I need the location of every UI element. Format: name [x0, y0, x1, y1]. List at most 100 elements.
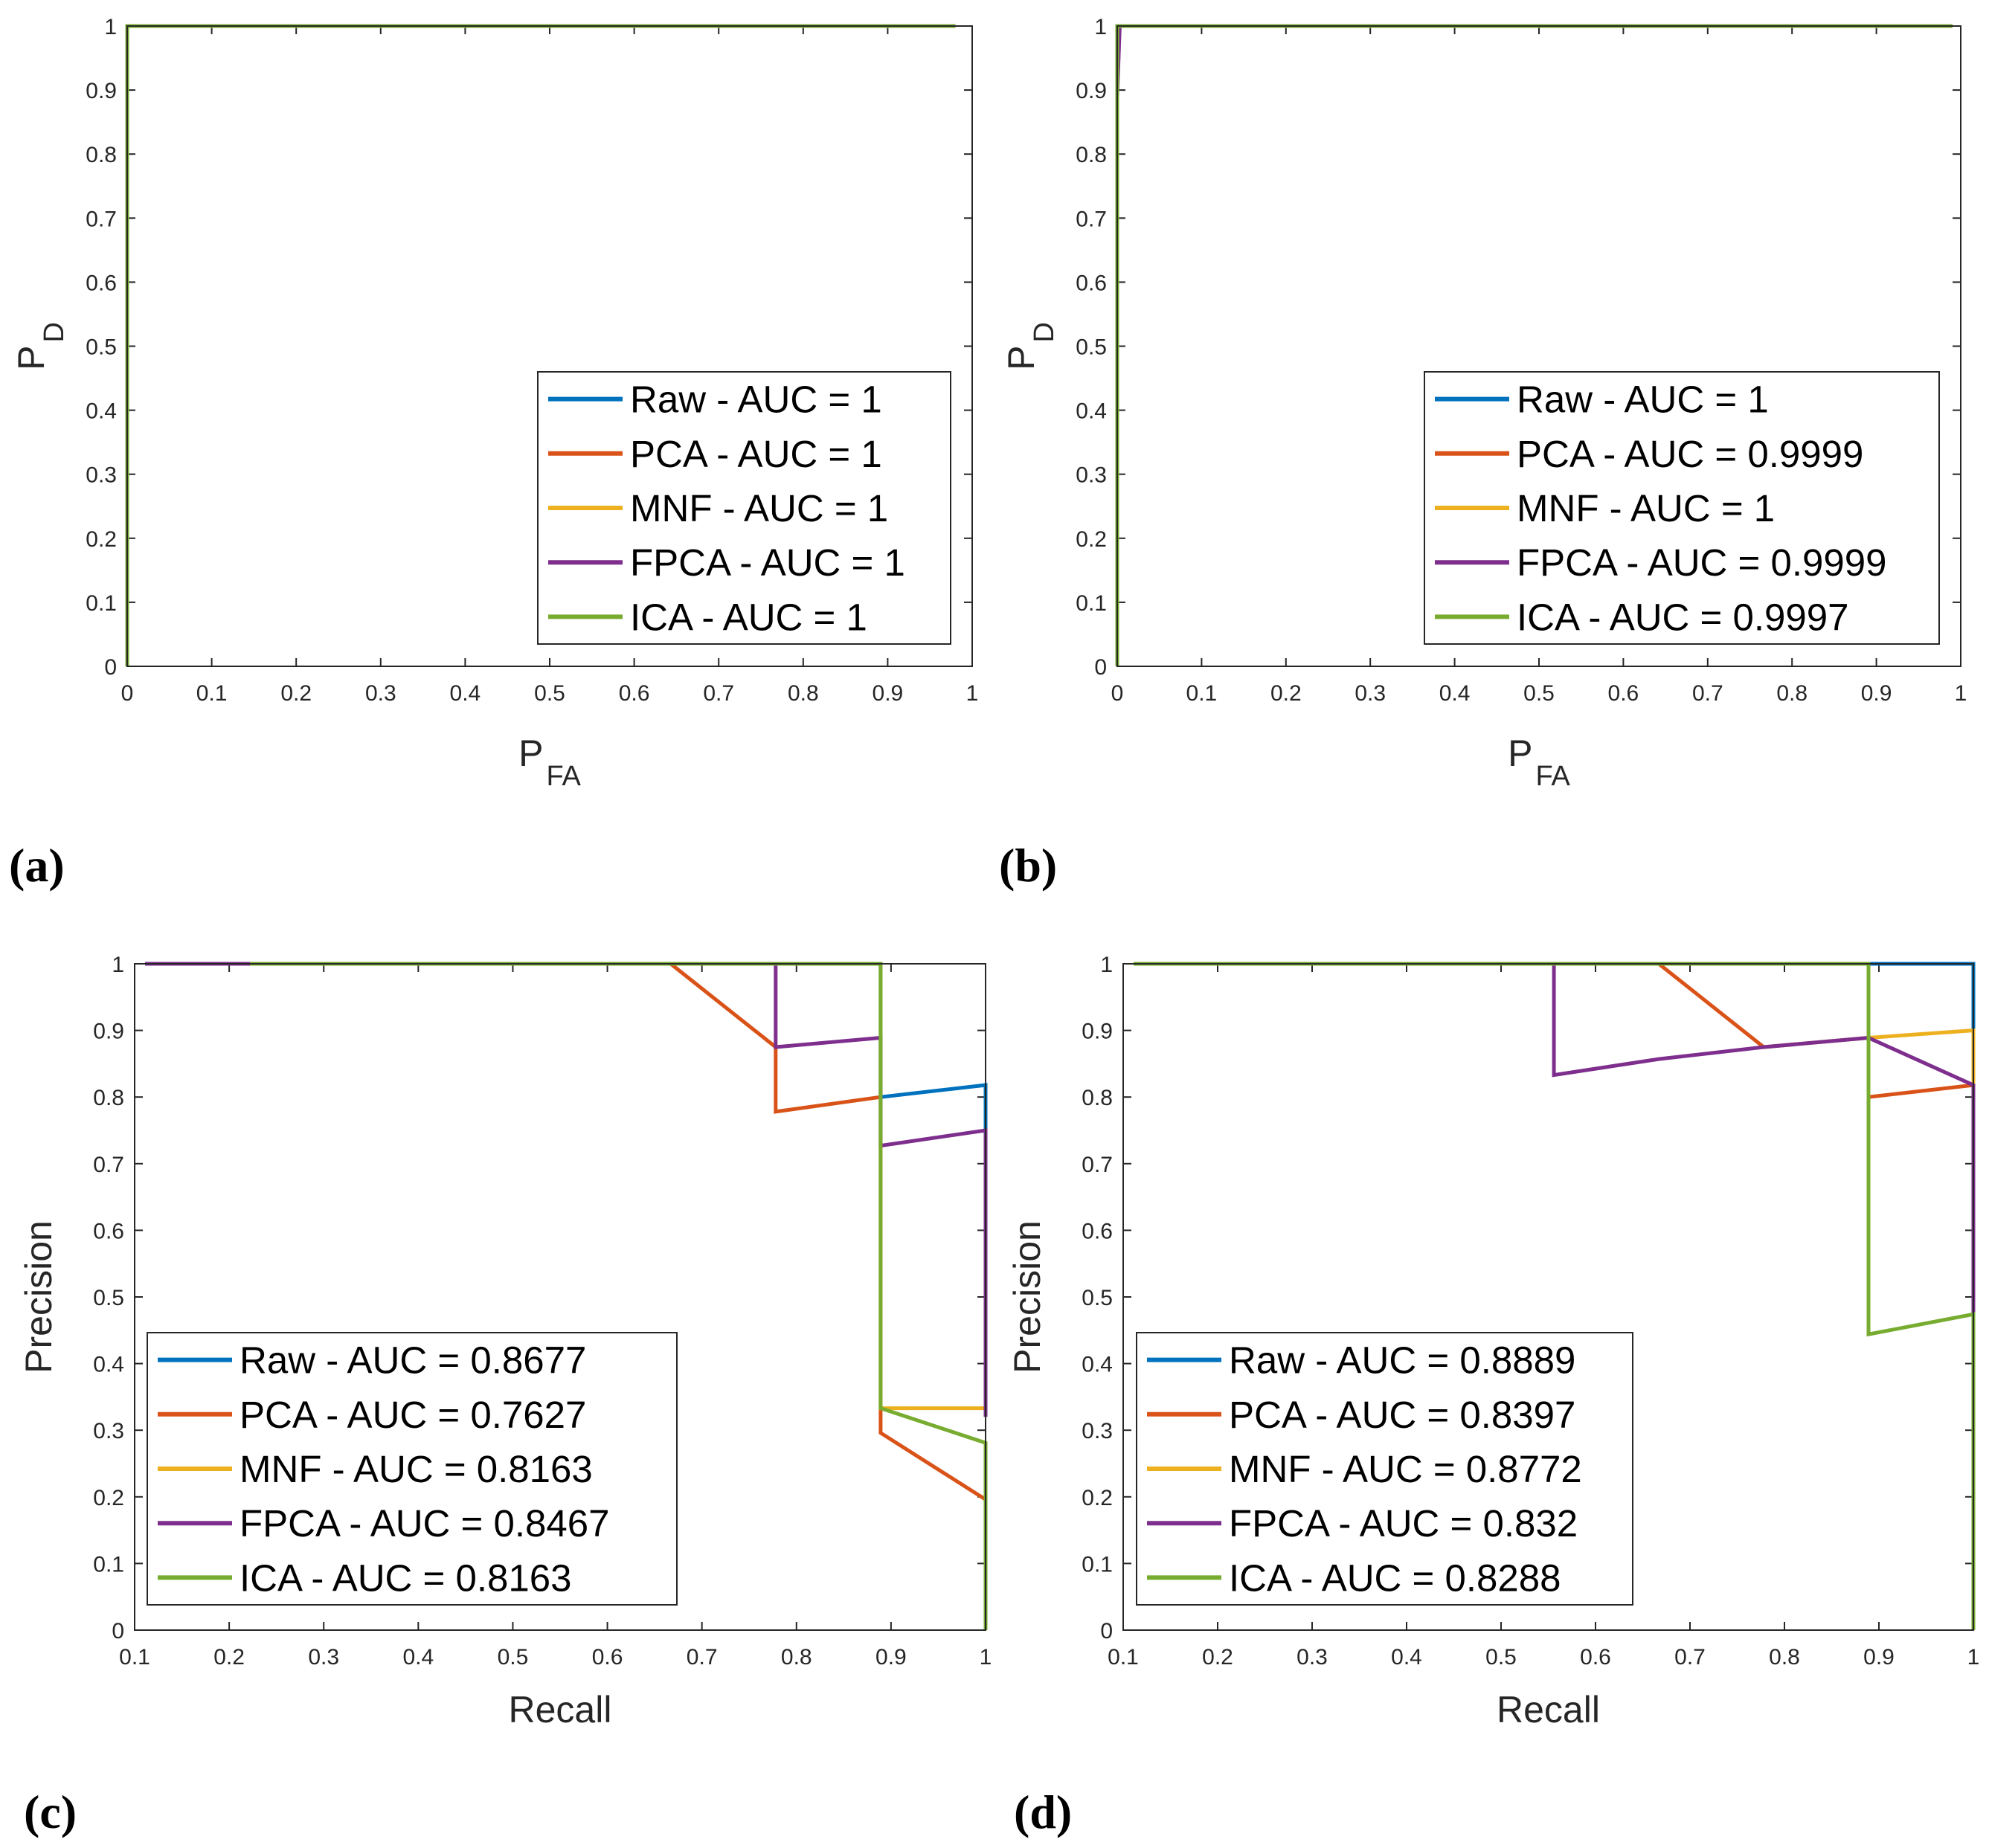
- x-tick-label: 0.5: [498, 1645, 529, 1670]
- y-tick-label: 0.2: [1076, 527, 1107, 552]
- x-tick-label: 1: [966, 681, 979, 706]
- legend-entry-ica: ICA - AUC = 0.8288: [1229, 1556, 1561, 1599]
- chart-panel-2: 0 0.1 0.2 0.3 0.4 0.5 0.6 0.7 0.8 0.9 1 0 0.1 0.2 0.3 0…: [999, 15, 1967, 892]
- x-tick-label: 0.5: [1485, 1645, 1517, 1670]
- legend-entry-mnf: MNF - AUC = 0.8772: [1229, 1448, 1582, 1490]
- y-tick-label: 0.1: [1076, 591, 1107, 616]
- x-tick-label: 0.4: [1439, 681, 1471, 706]
- chart-panel-3: 0.1 0.2 0.3 0.4 0.5 0.6 0.7 0.8 0.9 100.10.20.30.…: [18, 953, 992, 1838]
- legend-box: [1424, 371, 1940, 645]
- panel-label: (c): [24, 1786, 77, 1838]
- x-axis-label: PFA: [1508, 733, 1570, 792]
- x-tick-label: 0.8: [788, 681, 819, 706]
- x-tick-label: 0.6: [619, 681, 650, 706]
- y-tick-label: 0.6: [1082, 1219, 1113, 1243]
- chart-panel-1: 0 0.1 0.2 0.3 0.4 0.5 0.6 0.7 0.8 0.9 1 0 0.1 0.2 0.3 0…: [9, 15, 978, 892]
- y-tick-label: 0.4: [86, 399, 117, 424]
- y-tick-label: 0.7: [1076, 207, 1107, 231]
- x-axis-label: Recall: [509, 1689, 612, 1731]
- x-tick-label: 0.5: [534, 681, 565, 706]
- x-tick-label: 0.8: [1776, 681, 1808, 706]
- x-axis-label: Recall: [1497, 1689, 1600, 1731]
- y-axis-label: Precision: [1006, 1220, 1048, 1374]
- y-tick-label: 0.7: [1082, 1153, 1113, 1177]
- y-tick-label: 0.5: [86, 335, 117, 360]
- x-tick-label: 0.5: [1523, 681, 1555, 706]
- axes-frame: [1122, 963, 1974, 1631]
- legend-entry-fpca: FPCA - AUC = 0.832: [1229, 1502, 1578, 1545]
- y-axis-label: PD: [10, 322, 70, 370]
- y-tick-label: 0.1: [1082, 1552, 1113, 1577]
- y-tick-label: 0.9: [1076, 79, 1107, 103]
- legend: Raw - AUC = 1 PCA - AUC = 0.9999 MNF - AUC…: [1424, 371, 1940, 645]
- y-tick-label: 0.9: [93, 1020, 124, 1044]
- x-tick-label: 0: [1111, 681, 1124, 706]
- legend-entry-ica: ICA - AUC = 1: [630, 596, 867, 638]
- legend-entry-mnf: MNF - AUC = 0.8163: [240, 1448, 593, 1490]
- x-axis-label: PFA: [518, 733, 581, 792]
- x-tick-label: 0.9: [1863, 1645, 1895, 1670]
- x-tick-label: 0.3: [365, 681, 396, 706]
- y-tick-label: 0: [1100, 1619, 1113, 1643]
- legend-entry-pca: PCA - AUC = 0.8397: [1229, 1394, 1575, 1436]
- x-tick-label: 0.2: [1202, 1645, 1233, 1670]
- legend: Raw - AUC = 0.8677 PCA - AUC = 0.7627 MNF …: [147, 1332, 678, 1606]
- legend: Raw - AUC = 0.8889 PCA - AUC = 0.8397 MNF …: [1136, 1332, 1633, 1606]
- x-tick-label: 0.7: [687, 1645, 718, 1670]
- y-tick-label: 0.8: [1076, 143, 1107, 167]
- legend-entry-raw: Raw - AUC = 1: [630, 379, 882, 421]
- y-tick-label: 0.5: [93, 1286, 124, 1310]
- legend-entry-fpca: FPCA - AUC = 0.9999: [1517, 541, 1887, 584]
- legend-entry-ica: ICA - AUC = 0.9997: [1517, 596, 1849, 638]
- x-tick-label: 1: [1967, 1645, 1980, 1670]
- y-tick-label: 0.9: [86, 79, 117, 103]
- x-tick-label: 0.8: [1769, 1645, 1800, 1670]
- x-tick-label: 0.3: [308, 1645, 339, 1670]
- y-tick-label: 0.1: [93, 1552, 124, 1577]
- x-tick-label: 0.9: [875, 1645, 907, 1670]
- legend: Raw - AUC = 1 PCA - AUC = 1 MNF - AUC = 1 F…: [537, 371, 951, 645]
- y-tick-label: 0.6: [1076, 271, 1107, 295]
- legend-entry-fpca: FPCA - AUC = 1: [630, 541, 905, 584]
- y-tick-label: 0.1: [86, 591, 117, 616]
- x-tick-label: 0.6: [1608, 681, 1639, 706]
- y-tick-label: 0.4: [93, 1353, 124, 1377]
- y-axis-label: PD: [1000, 322, 1060, 370]
- y-tick-label: 0.3: [1076, 463, 1107, 488]
- y-tick-label: 0.7: [93, 1153, 124, 1177]
- y-tick-label: 0.7: [86, 207, 117, 231]
- x-tick-label: 0.3: [1296, 1645, 1328, 1670]
- y-tick-label: 0.9: [1082, 1020, 1113, 1044]
- y-tick-label: 1: [112, 953, 124, 977]
- x-tick-label: 0: [121, 681, 134, 706]
- x-tick-label: 0.1: [119, 1645, 150, 1670]
- legend-entry-mnf: MNF - AUC = 1: [1517, 487, 1775, 529]
- y-tick-label: 0.6: [93, 1219, 124, 1243]
- y-tick-label: 0.2: [93, 1486, 124, 1510]
- legend-entry-raw: Raw - AUC = 0.8889: [1229, 1339, 1575, 1382]
- x-tick-label: 1: [980, 1645, 992, 1670]
- y-tick-label: 0.2: [1082, 1486, 1113, 1510]
- x-tick-label: 0.1: [196, 681, 228, 706]
- axes-frame: [126, 25, 973, 667]
- y-tick-label: 0.2: [86, 527, 117, 552]
- y-tick-label: 0.8: [1082, 1086, 1113, 1110]
- legend-box: [147, 1332, 678, 1606]
- legend-entry-pca: PCA - AUC = 0.9999: [1517, 433, 1863, 475]
- x-tick-label: 0.2: [280, 681, 312, 706]
- x-tick-label: 0.6: [592, 1645, 623, 1670]
- x-tick-label: 0.3: [1355, 681, 1386, 706]
- y-tick-label: 0: [104, 655, 117, 680]
- y-tick-label: 0.6: [86, 271, 117, 295]
- x-tick-label: 0.7: [703, 681, 734, 706]
- axes-frame: [134, 963, 986, 1631]
- x-tick-label: 0.6: [1580, 1645, 1611, 1670]
- legend-entry-raw: Raw - AUC = 1: [1517, 379, 1769, 421]
- x-tick-label: 0.7: [1692, 681, 1723, 706]
- panel-label: (b): [999, 839, 1057, 892]
- y-tick-label: 0.3: [86, 463, 117, 488]
- y-tick-label: 0.3: [1082, 1419, 1113, 1443]
- x-tick-label: 0.2: [213, 1645, 245, 1670]
- y-tick-label: 0.8: [93, 1086, 124, 1110]
- legend-entry-ica: ICA - AUC = 0.8163: [240, 1556, 572, 1599]
